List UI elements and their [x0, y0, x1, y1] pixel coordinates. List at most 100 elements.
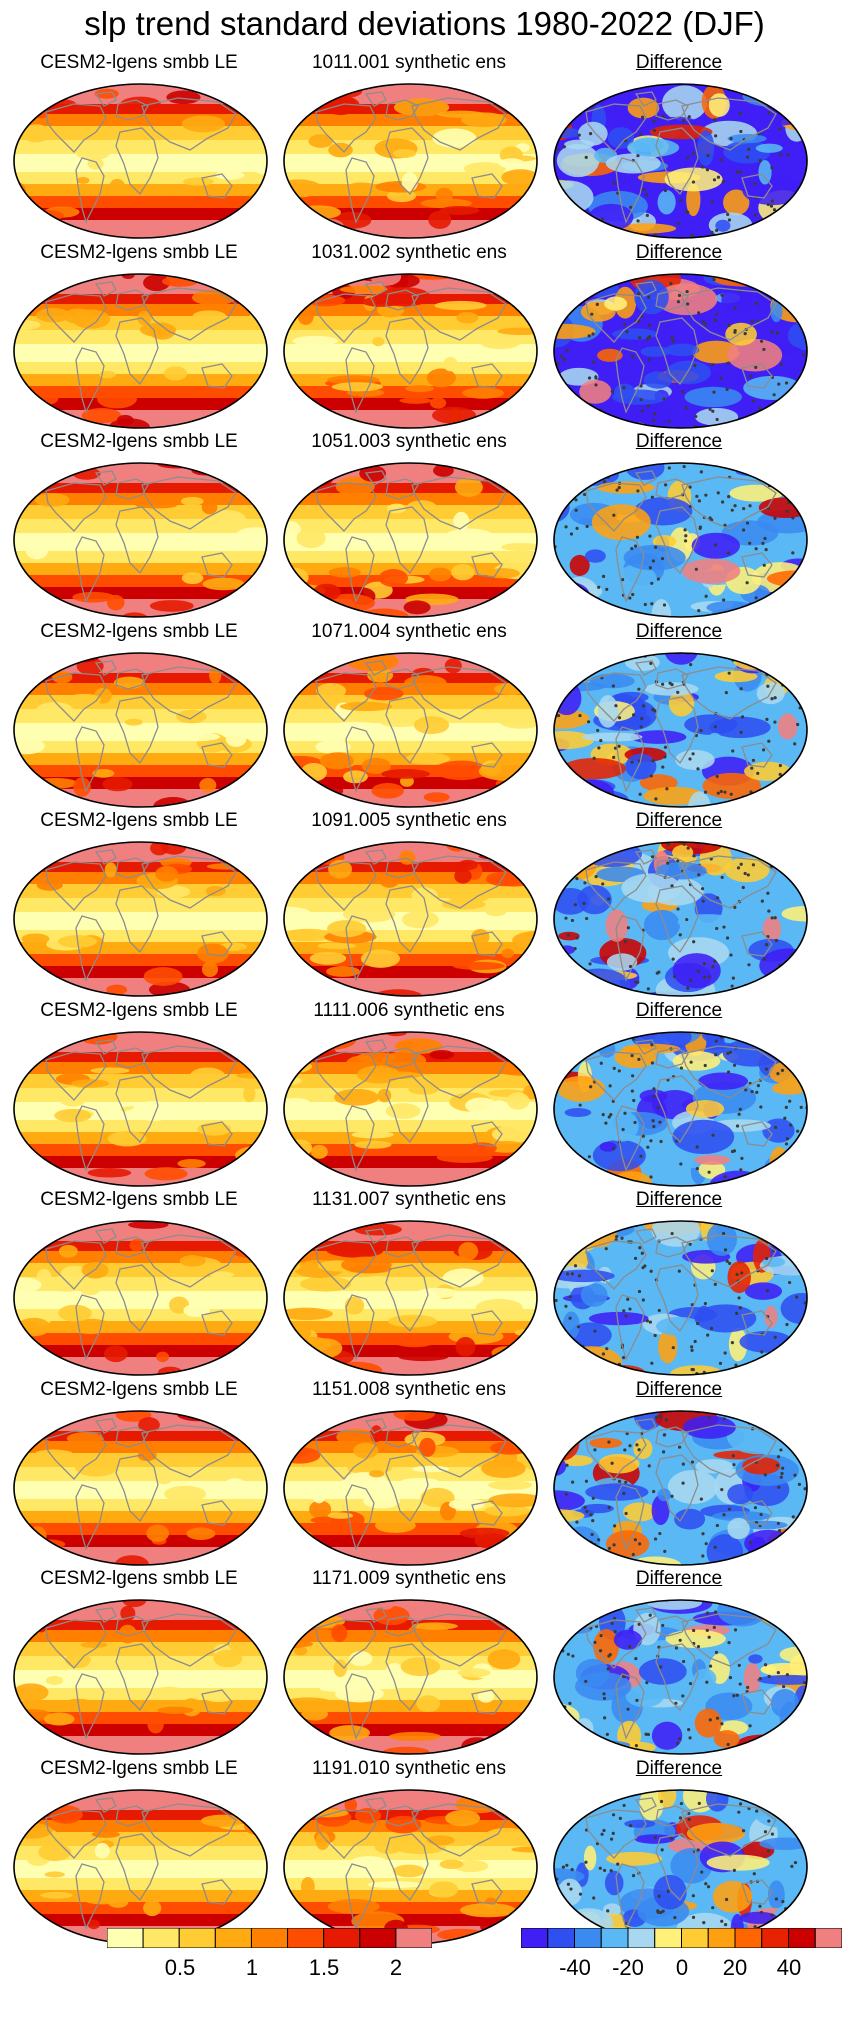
- sd-colorbar-tick-label: 2: [389, 1955, 403, 1980]
- left-map-panel: [12, 1409, 269, 1567]
- left-map-panel: [12, 272, 269, 430]
- middle-panel-title: 1171.009 synthetic ens: [311, 1568, 506, 1589]
- left-panel-title: CESM2-lgens smbb LE: [40, 52, 238, 73]
- right-panel-title: Difference: [635, 810, 723, 831]
- difference-colorbar-tick-label: -40: [559, 1955, 591, 1980]
- right-map-plot: [553, 1030, 808, 1187]
- middle-panel-title: 1131.007 synthetic ens: [311, 1189, 506, 1210]
- middle-map-panel: [282, 461, 539, 619]
- colorbar-swatch: [178, 1927, 216, 1949]
- left-map-plot: [13, 841, 268, 997]
- middle-map-plot: [283, 1030, 538, 1187]
- colorbar-swatch: [600, 1927, 629, 1949]
- colorbar-swatch: [814, 1927, 843, 1949]
- right-map-panel: [552, 82, 809, 240]
- colorbar-swatch: [214, 1927, 252, 1949]
- left-map-panel: [12, 1030, 269, 1188]
- middle-map-panel: [282, 1409, 539, 1567]
- left-panel-title: CESM2-lgens smbb LE: [40, 1189, 238, 1210]
- colorbar-swatch: [761, 1927, 789, 1949]
- middle-map-plot: [283, 651, 538, 808]
- right-panel-title: Difference: [635, 52, 723, 73]
- right-panel-title: Difference: [635, 241, 723, 263]
- left-map-plot: [13, 1220, 268, 1376]
- colorbar-swatch: [287, 1927, 325, 1949]
- right-map-panel: [552, 1030, 809, 1188]
- difference-colorbar-tick-label: 0: [675, 1955, 689, 1980]
- left-map-plot: [13, 272, 268, 429]
- right-map-plot: [553, 1788, 808, 1945]
- middle-panel-title: 1031.002 synthetic ens: [311, 241, 507, 263]
- left-map-panel: [12, 82, 269, 240]
- left-map-plot: [13, 1599, 268, 1755]
- right-panel-title: Difference: [635, 1757, 723, 1779]
- middle-panel-title: 1071.004 synthetic ens: [311, 620, 507, 642]
- difference-colorbar-tick-label: 40: [776, 1955, 802, 1980]
- middle-panel-title: 1091.005 synthetic ens: [311, 810, 507, 831]
- middle-map-plot: [283, 272, 538, 429]
- left-panel-title: CESM2-lgens smbb LE: [40, 1568, 238, 1589]
- sd-colorbar-tick-label: 1: [245, 1955, 259, 1980]
- middle-map-panel: [282, 82, 539, 240]
- colorbar-swatch: [681, 1927, 709, 1949]
- middle-panel-title: 1051.003 synthetic ens: [311, 431, 507, 452]
- right-map-panel: [552, 840, 809, 998]
- middle-panel-title: 1111.006 synthetic ens: [313, 999, 505, 1021]
- middle-map-plot: [283, 462, 538, 618]
- right-panel-title: Difference: [635, 1189, 723, 1210]
- right-map-panel: [552, 1598, 809, 1756]
- left-map-panel: [12, 1598, 269, 1756]
- left-map-plot: [13, 1409, 268, 1566]
- sd-colorbar-tick-label: 1.5: [308, 1955, 340, 1980]
- middle-panel-title: 1191.010 synthetic ens: [311, 1757, 506, 1779]
- right-map-panel: [552, 272, 809, 430]
- colorbar-swatch: [788, 1927, 816, 1949]
- right-map-panel: [552, 1788, 809, 1946]
- middle-panel-title: 1151.008 synthetic ens: [311, 1378, 506, 1400]
- difference-colorbar: [520, 1927, 843, 1949]
- middle-map-panel: [282, 1030, 539, 1188]
- right-map-plot: [553, 1220, 808, 1376]
- left-map-plot: [13, 83, 268, 239]
- colorbar-swatch: [520, 1927, 549, 1949]
- right-map-panel: [552, 1409, 809, 1567]
- colorbar-swatch: [707, 1927, 736, 1949]
- right-map-plot: [553, 272, 808, 429]
- right-map-plot: [553, 83, 808, 239]
- page-title: slp trend standard deviations 1980-2022 …: [84, 5, 765, 42]
- colorbar-swatch: [250, 1927, 289, 1949]
- left-map-panel: [12, 1219, 269, 1377]
- right-map-panel: [552, 651, 809, 809]
- middle-map-plot: [283, 1788, 538, 1945]
- left-map-panel: [12, 1788, 269, 1946]
- colorbar-swatch: [654, 1927, 682, 1949]
- right-map-panel: [552, 461, 809, 619]
- middle-panel-title: 1011.001 synthetic ens: [311, 52, 506, 73]
- right-map-plot: [553, 841, 808, 997]
- left-map-plot: [13, 462, 268, 618]
- left-map-panel: [12, 651, 269, 809]
- middle-map-plot: [283, 1409, 538, 1566]
- colorbar-swatch: [627, 1927, 656, 1949]
- middle-map-panel: [282, 840, 539, 998]
- left-map-panel: [12, 461, 269, 619]
- middle-map-panel: [282, 1788, 539, 1946]
- right-map-panel: [552, 1219, 809, 1377]
- middle-map-panel: [282, 272, 539, 430]
- right-panel-title: Difference: [635, 1378, 723, 1400]
- middle-map-plot: [283, 1220, 538, 1376]
- right-map-plot: [553, 462, 808, 618]
- right-panel-title: Difference: [635, 999, 723, 1021]
- right-panel-title: Difference: [635, 620, 723, 642]
- middle-map-plot: [283, 83, 538, 239]
- colorbar-swatch: [395, 1927, 433, 1949]
- left-map-plot: [13, 1788, 268, 1945]
- right-panel-title: Difference: [635, 431, 723, 452]
- left-panel-title: CESM2-lgens smbb LE: [40, 1378, 238, 1400]
- colorbar-swatch: [106, 1927, 144, 1949]
- sd-colorbar: [106, 1927, 433, 1949]
- colorbar-swatch: [734, 1927, 763, 1949]
- right-panel-title: Difference: [635, 1568, 723, 1589]
- right-map-plot: [553, 651, 808, 808]
- middle-map-panel: [282, 1219, 539, 1377]
